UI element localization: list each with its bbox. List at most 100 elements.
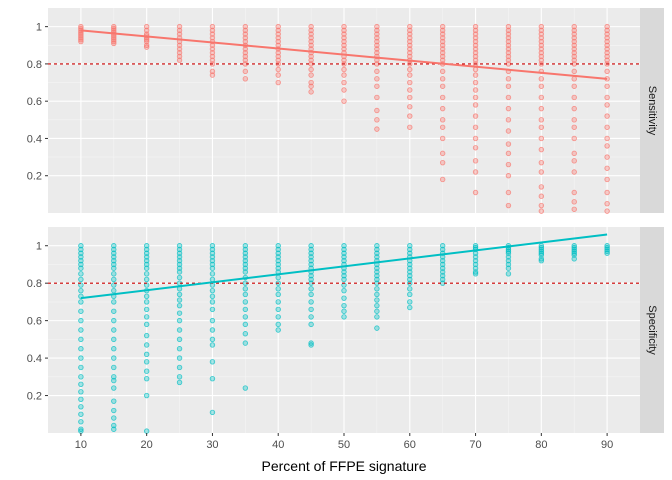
data-point (111, 422, 117, 429)
data-point (505, 150, 512, 157)
data-point (341, 276, 347, 283)
data-point (176, 355, 183, 361)
data-point (242, 258, 249, 264)
data-point (111, 407, 117, 414)
data-point (407, 104, 413, 110)
y-tick-label: 0.8 (27, 59, 42, 71)
data-point (176, 336, 183, 343)
data-point (242, 27, 249, 34)
data-point (209, 53, 216, 60)
data-point (604, 68, 610, 75)
data-point (538, 105, 545, 112)
data-point (407, 304, 413, 311)
data-point (374, 76, 380, 82)
data-point (275, 57, 281, 63)
data-point (407, 31, 413, 37)
data-point (143, 271, 150, 277)
data-point (111, 355, 117, 361)
data-point (111, 40, 117, 47)
data-point (209, 261, 216, 268)
data-point (176, 302, 183, 309)
data-point (538, 252, 545, 258)
data-point (341, 258, 347, 264)
data-point (439, 27, 446, 34)
data-point (341, 269, 347, 275)
data-point (78, 308, 84, 314)
data-point (242, 314, 249, 320)
data-point (176, 269, 183, 275)
data-point (472, 113, 479, 119)
strip-background (640, 227, 664, 433)
data-point (242, 269, 249, 275)
data-point (111, 385, 117, 391)
data-point (209, 27, 216, 34)
data-point (78, 346, 84, 352)
y-tick-label: 0.4 (27, 353, 42, 365)
data-point (275, 53, 281, 60)
data-point (407, 250, 413, 256)
data-point (538, 76, 545, 82)
data-point (78, 428, 84, 434)
data-point (275, 79, 281, 86)
data-point (143, 314, 150, 320)
data-point (308, 286, 314, 292)
data-point (176, 57, 183, 63)
data-point (374, 126, 380, 132)
data-point (374, 243, 380, 249)
x-axis-ticks: 10 20 30 40 50 60 70 80 90 (75, 433, 613, 451)
data-point (439, 31, 446, 37)
data-point (439, 176, 446, 183)
data-point (538, 94, 545, 101)
data-point (571, 38, 577, 45)
data-point (538, 208, 545, 214)
data-point (143, 250, 150, 256)
data-point (111, 243, 117, 249)
data-point (472, 87, 479, 93)
data-point (571, 94, 577, 101)
data-point (78, 271, 84, 277)
data-point (439, 53, 446, 60)
data-point (242, 291, 249, 298)
data-point (308, 42, 314, 48)
data-point (439, 76, 446, 82)
data-point (472, 72, 479, 78)
data-point (242, 50, 249, 56)
data-point (571, 248, 577, 255)
data-point (242, 35, 249, 41)
data-point (538, 258, 545, 264)
data-point (571, 244, 577, 251)
data-point (341, 308, 347, 314)
data-point (505, 38, 512, 45)
data-point (209, 375, 216, 382)
y-tick-label: 0.2 (27, 391, 42, 403)
data-point (111, 36, 117, 43)
data-point (571, 158, 577, 164)
data-point (538, 35, 545, 41)
data-point (374, 107, 380, 114)
data-point (407, 66, 413, 73)
data-point (275, 27, 281, 34)
data-point (505, 141, 512, 147)
data-point (439, 150, 446, 157)
y-axis-ticks: 0.2 0.4 0.6 0.8 1 (27, 241, 48, 403)
data-point (571, 243, 577, 249)
data-point (341, 87, 347, 93)
data-point (308, 35, 314, 41)
data-point (176, 291, 183, 298)
data-point (275, 246, 281, 253)
data-point (571, 250, 577, 256)
data-point (209, 258, 216, 264)
data-point (538, 159, 545, 166)
data-point (111, 308, 117, 314)
data-point (505, 261, 512, 268)
data-point (472, 269, 479, 275)
data-point (407, 272, 413, 279)
data-point (176, 53, 183, 60)
data-point (505, 173, 512, 179)
strip-background (640, 8, 664, 213)
data-point (308, 272, 314, 279)
data-point (571, 42, 577, 48)
data-point (604, 31, 610, 37)
data-point (505, 83, 512, 89)
data-point (439, 258, 446, 264)
